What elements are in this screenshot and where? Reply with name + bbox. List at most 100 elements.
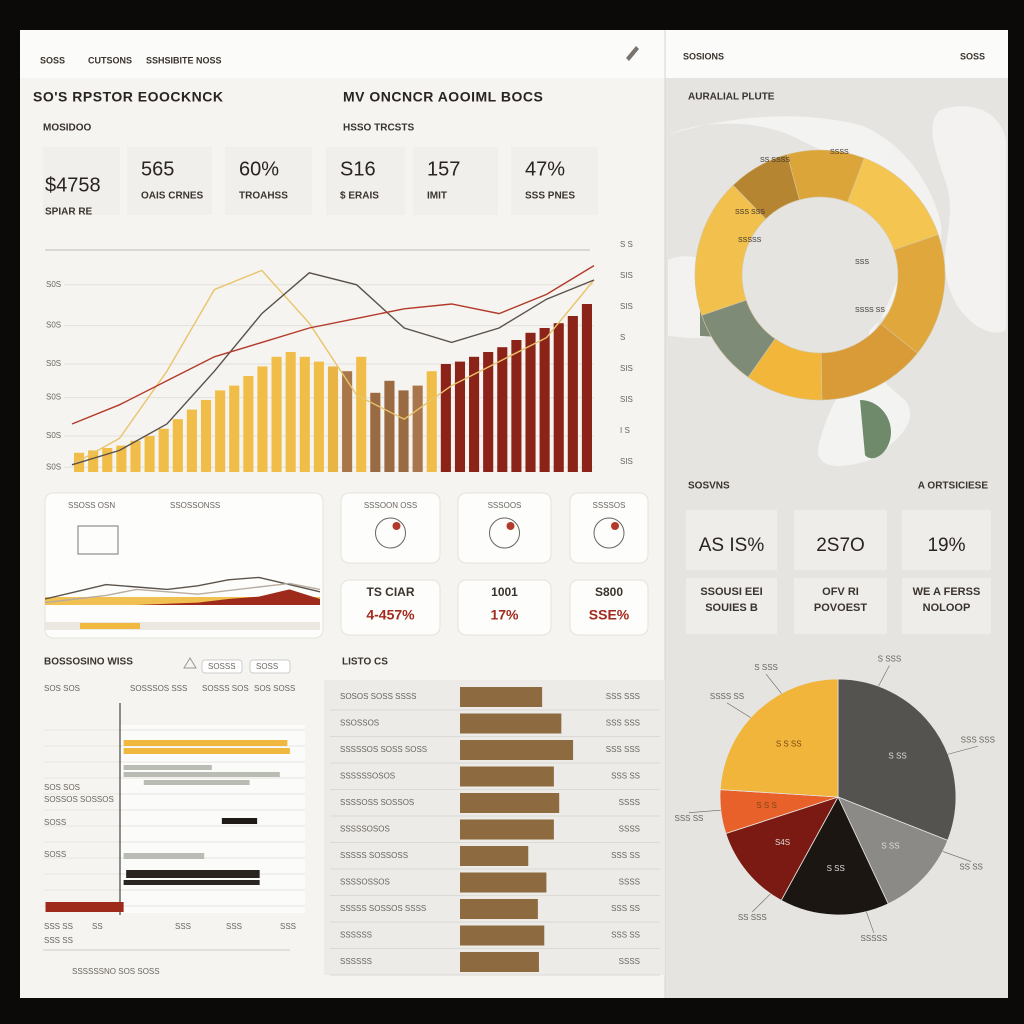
value-label: SSS SS: [611, 931, 640, 940]
bar: [553, 323, 564, 472]
value-label: SSS SSS: [606, 745, 640, 754]
edit-icon[interactable]: [626, 46, 639, 61]
pie-slice: [780, 796, 889, 916]
y-tick-label: S0S: [46, 393, 61, 402]
pie-slice: [719, 678, 839, 798]
bar: [460, 819, 554, 840]
bar: [426, 371, 437, 472]
slice-label: S S S: [756, 801, 776, 810]
kpi-value: 565: [141, 158, 174, 180]
icon-dot: [392, 522, 401, 530]
kpi-label: SPIAR RE: [45, 207, 93, 218]
callout: S SSS: [878, 655, 902, 664]
row-label: SOS SOS: [44, 783, 80, 792]
icon-dot: [506, 522, 515, 530]
card-value: SSE%: [589, 607, 630, 623]
slice-label: S SS: [888, 752, 906, 761]
bar: [102, 448, 113, 472]
bar: [215, 390, 226, 472]
card: [569, 579, 649, 636]
bar: [460, 872, 547, 893]
axis-label: SSS: [226, 922, 242, 931]
pie-slice: [725, 796, 839, 901]
axis-label: S: [620, 333, 625, 342]
slice-label: S SS: [827, 864, 845, 873]
callout: S SSS: [754, 663, 778, 672]
kpi-label: $ ERAIS: [340, 191, 379, 202]
bar: [525, 332, 536, 472]
callout: SS SSS: [738, 913, 767, 922]
filter-label: SOSS: [256, 662, 278, 671]
bar: [229, 385, 240, 472]
bar: [460, 740, 574, 760]
stat-card: [902, 578, 991, 634]
row-label: SSSSS SOSSOSS: [340, 851, 408, 860]
kpi-label: IMIT: [427, 191, 447, 202]
nav-item: SOSS: [40, 55, 65, 65]
stat-value: 2S7O: [816, 535, 865, 556]
bar: [243, 376, 254, 472]
leader-line: [865, 911, 875, 934]
nav-item: CUTSONS: [88, 55, 132, 65]
axis-label: SS: [92, 922, 103, 931]
bar: [186, 409, 197, 472]
axis-label: SSS SS: [44, 922, 73, 931]
bar: [158, 428, 169, 472]
footer: SSSSSSNO SOS SOSS: [72, 967, 160, 976]
map-label: SSSS: [830, 149, 849, 156]
stat-card: [794, 510, 887, 570]
value-label: SSSS: [619, 798, 640, 807]
nav-item: SSHSIBITE NOSS: [146, 55, 222, 65]
card: [44, 492, 324, 639]
row-label: SOSOS SOSS SSSS: [340, 692, 416, 701]
row-label: SSSSSS: [340, 931, 372, 940]
card: [457, 492, 552, 564]
value-label: SSS SSS: [606, 719, 640, 728]
callout: SSS SS: [674, 814, 703, 823]
pie-slice: [837, 796, 949, 905]
leader-line: [878, 665, 890, 687]
bar: [45, 902, 124, 912]
kpi-value: $4758: [45, 174, 101, 196]
value-label: SSS SS: [611, 772, 640, 781]
bar: [460, 687, 543, 707]
value-label: SSSS: [619, 878, 640, 887]
bar: [460, 899, 538, 919]
bar: [539, 328, 550, 472]
bar: [460, 713, 562, 734]
bar: [567, 316, 578, 472]
slice-label: S SS: [881, 841, 899, 850]
leader-line: [688, 809, 721, 814]
panel-title: LISTO CS: [342, 657, 388, 668]
callout: SSSSS: [861, 934, 888, 943]
panel-title: BOSSOSINO WISS: [44, 657, 133, 668]
pie-slice: [837, 678, 957, 841]
kpi-value: 47%: [525, 158, 565, 180]
callout: SSSS SS: [710, 692, 744, 701]
bar: [327, 366, 339, 472]
kpi-value: S16: [340, 158, 376, 180]
bar: [384, 380, 395, 472]
bar: [200, 400, 212, 472]
row-label: SSSSOSSOS: [340, 878, 390, 887]
filter[interactable]: [201, 659, 243, 674]
stat-card: [794, 578, 887, 634]
stat-value: 19%: [927, 535, 965, 556]
row-label: SSSSOSS SOSSOS: [340, 798, 414, 807]
filter-label: SOSSS: [208, 662, 236, 671]
stat-label: SOUIES B: [705, 602, 758, 614]
stat-card: [686, 510, 777, 570]
card-value: 17%: [490, 607, 519, 623]
stat-label: SSOUSI EEI: [700, 586, 762, 598]
card-label: SSSSOS: [593, 501, 626, 510]
trend-line: [44, 582, 321, 604]
kpi-card: [43, 147, 120, 215]
y-tick-label: S0S: [46, 359, 61, 368]
bar: [123, 880, 260, 885]
axis-label: SIS: [620, 457, 633, 466]
card-title: TS CIAR: [367, 585, 415, 599]
axis-label: SIS: [620, 271, 633, 280]
kpi-card: [225, 147, 312, 215]
filter[interactable]: [249, 659, 291, 674]
